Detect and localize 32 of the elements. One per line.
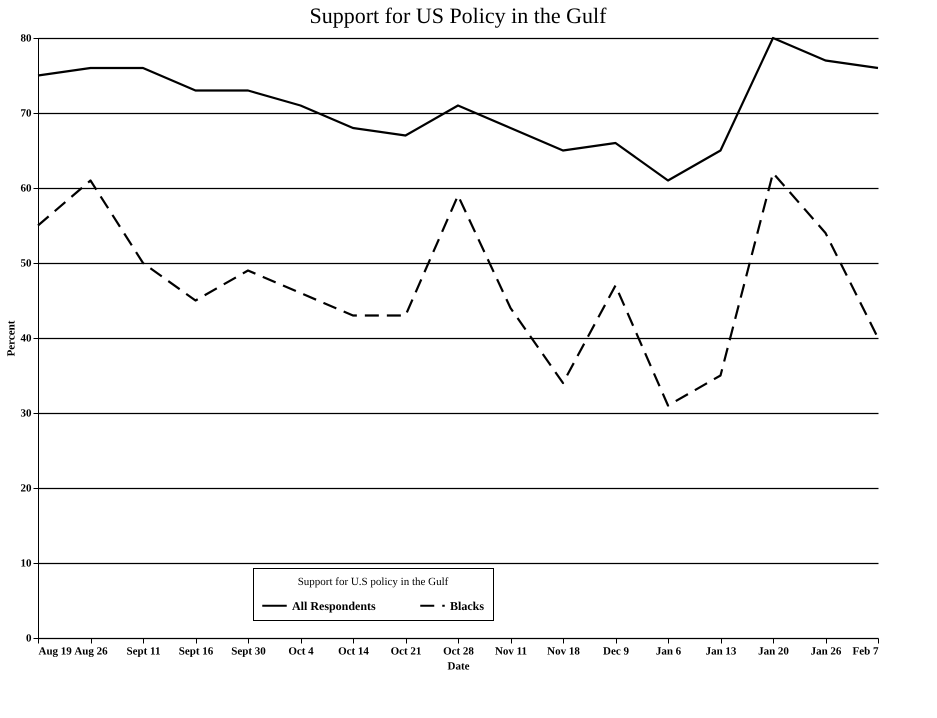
x-tick-label: Nov 18 bbox=[547, 646, 580, 658]
y-axis-title: Percent bbox=[6, 320, 18, 356]
x-tick-label: Dec 9 bbox=[603, 646, 630, 658]
x-tick-label: Sept 30 bbox=[231, 646, 266, 658]
x-tick-label: Oct 21 bbox=[390, 646, 422, 658]
x-axis-title: Date bbox=[448, 660, 470, 672]
x-tick-label: Aug 19 bbox=[38, 646, 72, 658]
legend-label: All Respondents bbox=[292, 598, 376, 613]
x-tick-label: Jan 13 bbox=[706, 646, 737, 658]
x-tick-label: Sept 16 bbox=[178, 646, 214, 658]
y-tick-label: 30 bbox=[20, 408, 32, 420]
x-tick-label: Sept 11 bbox=[126, 646, 160, 658]
y-tick-label: 20 bbox=[20, 482, 32, 494]
x-tick-label: Aug 26 bbox=[74, 646, 108, 658]
y-tick-label: 50 bbox=[20, 258, 32, 270]
x-tick-label: Oct 4 bbox=[288, 646, 314, 658]
x-tick-label: Nov 11 bbox=[494, 646, 528, 658]
y-tick-label: 10 bbox=[20, 558, 32, 570]
y-tick-label: 70 bbox=[20, 108, 32, 120]
x-tick-label: Feb 7 bbox=[852, 646, 879, 658]
x-tick-label: Jan 20 bbox=[758, 646, 790, 658]
y-tick-label: 80 bbox=[20, 32, 32, 44]
chart-title: Support for US Policy in the Gulf bbox=[310, 3, 608, 28]
legend-title: Support for U.S policy in the Gulf bbox=[298, 576, 449, 588]
y-tick-label: 60 bbox=[20, 182, 32, 194]
y-tick-label: 0 bbox=[26, 632, 32, 644]
y-tick-label: 40 bbox=[20, 332, 32, 344]
legend-label: Blacks bbox=[450, 598, 484, 613]
x-tick-label: Jan 26 bbox=[810, 646, 842, 658]
x-tick-label: Jan 6 bbox=[656, 646, 682, 658]
x-tick-label: Oct 14 bbox=[338, 646, 370, 658]
x-tick-label: Oct 28 bbox=[443, 646, 474, 658]
